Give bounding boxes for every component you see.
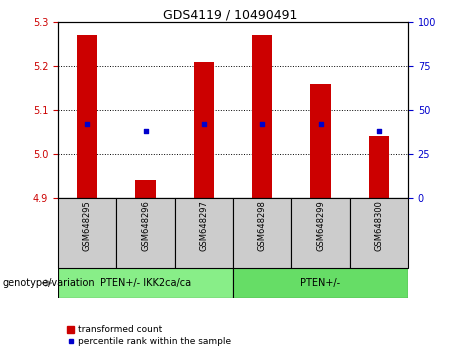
Text: GSM648300: GSM648300: [374, 200, 384, 251]
Bar: [369, 136, 389, 198]
Point: [200, 121, 207, 127]
Bar: [291, 198, 349, 268]
Text: PTEN+/-: PTEN+/-: [301, 278, 341, 288]
Bar: [233, 268, 408, 298]
Point: [375, 128, 383, 134]
Legend: transformed count, percentile rank within the sample: transformed count, percentile rank withi…: [67, 325, 231, 346]
Bar: [77, 35, 97, 198]
Text: GSM648299: GSM648299: [316, 200, 325, 251]
Text: GDS4119 / 10490491: GDS4119 / 10490491: [163, 9, 298, 22]
Bar: [349, 198, 408, 268]
Text: GSM648296: GSM648296: [141, 200, 150, 251]
Bar: [58, 268, 233, 298]
Bar: [116, 198, 175, 268]
Text: GSM648297: GSM648297: [199, 200, 208, 251]
Bar: [252, 35, 272, 198]
Text: genotype/variation: genotype/variation: [2, 278, 95, 288]
Bar: [194, 62, 214, 198]
Text: GSM648298: GSM648298: [258, 200, 266, 251]
Bar: [310, 84, 331, 198]
Bar: [233, 198, 291, 268]
Text: PTEN+/- IKK2ca/ca: PTEN+/- IKK2ca/ca: [100, 278, 191, 288]
Point: [259, 121, 266, 127]
Text: GSM648295: GSM648295: [83, 200, 92, 251]
Point: [317, 121, 324, 127]
Bar: [58, 198, 116, 268]
Bar: [175, 198, 233, 268]
Point: [142, 128, 149, 134]
Point: [83, 121, 91, 127]
Bar: [135, 181, 156, 198]
